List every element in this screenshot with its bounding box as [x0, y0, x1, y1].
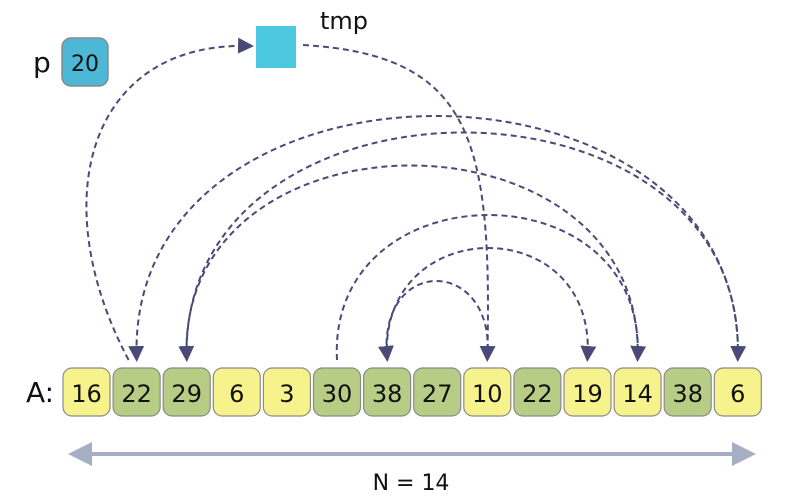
array-cell-box	[112, 367, 161, 417]
array-cell-value: 29	[171, 380, 202, 408]
array-cell-box	[62, 367, 111, 417]
pivot-group: p 20	[33, 37, 109, 87]
array-cell-value: 38	[372, 380, 403, 408]
swap-arrow	[185, 131, 747, 362]
array-cell-box	[312, 367, 362, 417]
pivot-label: p	[33, 46, 51, 79]
swap-arrows	[85, 37, 747, 362]
swap-arrow	[378, 280, 489, 362]
array-cell-box	[563, 367, 612, 417]
array-cell: 38	[663, 367, 712, 417]
array-cell-box	[713, 367, 762, 417]
array-cell-value: 16	[71, 380, 102, 408]
tmp-group: tmp	[256, 7, 368, 68]
array-cell: 38	[363, 367, 412, 417]
swap-arrow	[302, 44, 496, 362]
array-cell-box	[463, 367, 512, 417]
array-cell-box	[212, 367, 261, 417]
tmp-box	[256, 26, 296, 68]
array-cell-value: 10	[472, 380, 503, 408]
swap-arrow	[178, 164, 639, 362]
array-cell: 3	[262, 367, 311, 417]
array-cell-value: 3	[279, 380, 294, 408]
array-cell-value: 27	[422, 380, 453, 408]
array-cell-box	[363, 367, 412, 417]
array-cell: 30	[312, 367, 362, 417]
swap-arrow	[85, 37, 254, 361]
array-cell: 22	[112, 367, 161, 417]
tmp-label: tmp	[320, 7, 368, 35]
array-cell: 6	[713, 367, 762, 417]
array-cell: 29	[162, 367, 211, 417]
array-cell-value: 22	[121, 380, 152, 408]
array-cell-box	[162, 367, 211, 417]
pivot-box	[61, 37, 109, 87]
array-cell-box	[663, 367, 712, 417]
swap-arrow	[128, 115, 739, 362]
array-cell-value: 22	[522, 380, 553, 408]
array-cell-value: 14	[622, 380, 653, 408]
swap-arrow	[335, 214, 647, 362]
array-cell: 19	[563, 367, 612, 417]
array-cell-box	[513, 367, 562, 417]
array-cell: 16	[62, 367, 111, 417]
array-cell-box	[613, 367, 662, 417]
array-cell-value: 6	[229, 380, 244, 408]
length-label: N = 14	[373, 471, 450, 496]
array-cell: 10	[463, 367, 512, 417]
array-cell-value: 19	[572, 380, 603, 408]
array-cell-value: 6	[730, 380, 745, 408]
array-label: A:	[26, 376, 54, 409]
array-cell: 22	[513, 367, 562, 417]
array-cells: 16 22 29 6 3 30 38 27 10 22 19 14 38 6	[62, 367, 762, 417]
array-cell-value: 30	[322, 380, 353, 408]
array-cell: 6	[212, 367, 261, 417]
array-cell-box	[262, 367, 311, 417]
pivot-value: 20	[71, 52, 99, 77]
array-cell: 14	[613, 367, 662, 417]
array-cell-box	[413, 367, 462, 417]
array-cell: 27	[413, 367, 462, 417]
swap-arrow	[386, 247, 597, 362]
array-cell-value: 38	[672, 380, 703, 408]
